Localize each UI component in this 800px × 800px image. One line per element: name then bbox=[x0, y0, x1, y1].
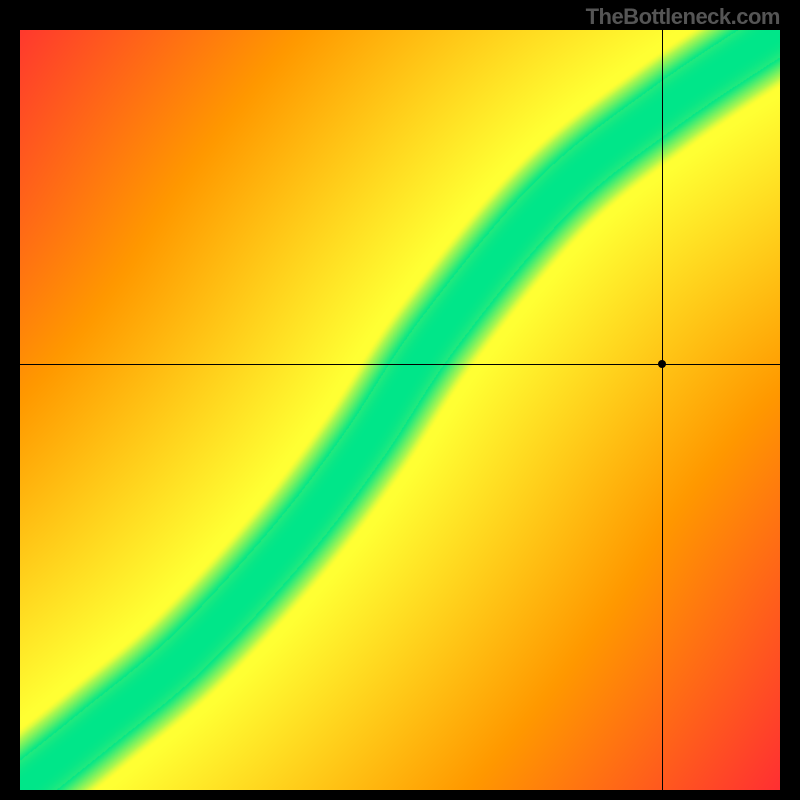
crosshair-vertical bbox=[662, 30, 663, 790]
heatmap-plot bbox=[20, 30, 780, 790]
heatmap-canvas bbox=[20, 30, 780, 790]
marker-dot bbox=[658, 360, 666, 368]
attribution-text: TheBottleneck.com bbox=[586, 4, 780, 30]
